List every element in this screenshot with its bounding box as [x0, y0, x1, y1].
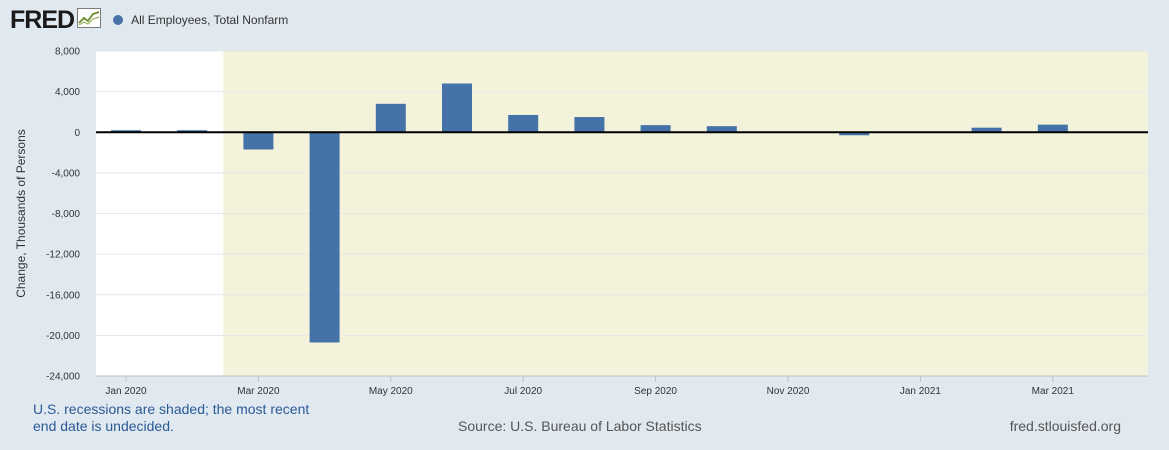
bar-2020-10: [706, 126, 737, 133]
x-tick-label: May 2020: [369, 386, 413, 397]
fred-logo-text: FRED: [10, 5, 75, 34]
source-text: Source: U.S. Bureau of Labor Statistics: [458, 418, 702, 434]
y-tick-label: -20,000: [46, 331, 80, 342]
bar-2020-03: [243, 132, 274, 150]
bar-2020-07: [508, 114, 539, 133]
chart-header: FRED All Employees, Total Nonfarm: [10, 6, 288, 34]
bar-2020-01: [111, 130, 141, 133]
y-tick-label: 0: [74, 128, 80, 139]
x-tick-label: Mar 2021: [1032, 386, 1075, 397]
x-tick-label: Sep 2020: [634, 386, 677, 397]
x-tick-label: Mar 2020: [237, 386, 280, 397]
y-tick-label: -4,000: [52, 168, 81, 179]
line-graph-icon: [77, 6, 102, 35]
x-tick-label: Jan 2021: [900, 386, 942, 397]
y-tick-label: -16,000: [46, 290, 80, 301]
bar-2020-09: [640, 125, 671, 133]
y-axis-label: Change, Thousands of Persons: [14, 129, 28, 298]
chart-legend[interactable]: All Employees, Total Nonfarm: [113, 13, 288, 27]
recession-note: U.S. recessions are shaded; the most rec…: [33, 401, 310, 434]
bar-2020-04: [309, 132, 340, 343]
y-tick-label: 4,000: [55, 87, 80, 98]
legend-label: All Employees, Total Nonfarm: [131, 13, 289, 27]
bar-2020-12: [839, 132, 870, 136]
fred-logo[interactable]: FRED: [10, 5, 102, 35]
y-tick-label: -12,000: [46, 250, 80, 261]
bar-2020-08: [574, 117, 605, 133]
y-tick-label: -8,000: [52, 209, 81, 220]
bar-2020-05: [375, 103, 406, 133]
bar-2020-06: [442, 83, 472, 133]
y-tick-label: -24,000: [46, 372, 80, 383]
x-tick-label: Jul 2020: [504, 386, 542, 397]
bar-2021-03: [1037, 124, 1068, 133]
x-tick-label: Jan 2020: [105, 386, 147, 397]
y-tick-label: 8,000: [55, 47, 80, 58]
bar-2020-02: [177, 130, 208, 133]
source-url-link[interactable]: fred.stlouisfed.org: [1009, 418, 1121, 434]
x-tick-label: Nov 2020: [767, 386, 810, 397]
bar-2021-02: [971, 127, 1002, 133]
legend-marker: [113, 15, 124, 25]
